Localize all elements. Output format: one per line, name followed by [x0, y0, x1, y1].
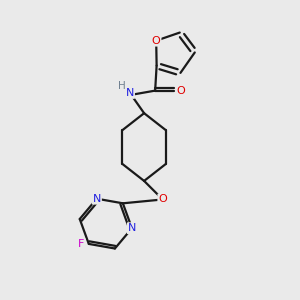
- Text: N: N: [126, 88, 134, 98]
- Text: O: O: [152, 36, 161, 46]
- Text: O: O: [176, 85, 185, 96]
- Text: H: H: [118, 81, 126, 91]
- Text: F: F: [78, 239, 85, 249]
- Text: O: O: [158, 194, 167, 205]
- Text: N: N: [128, 223, 136, 233]
- Text: N: N: [93, 194, 101, 204]
